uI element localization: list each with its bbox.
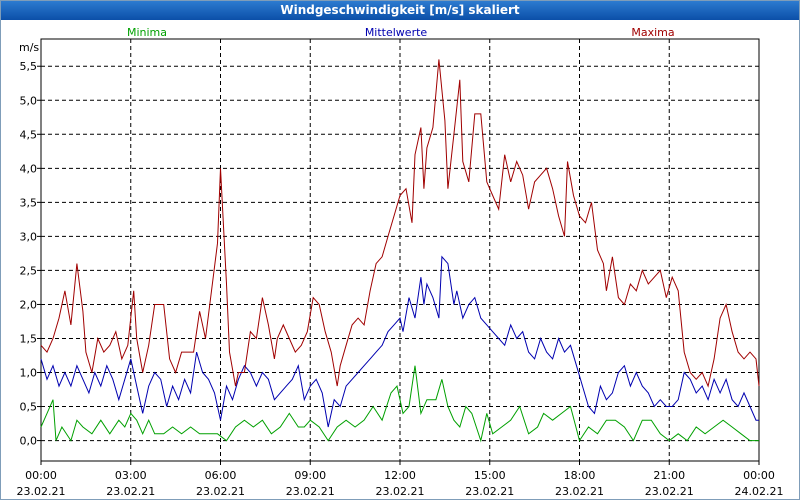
- x-tick-date: 23.02.21: [376, 485, 425, 498]
- y-tick-label: 4,0: [20, 162, 38, 175]
- chart-title: Windgeschwindigkeit [m/s] skaliert: [1, 1, 799, 20]
- y-tick-label: 0,0: [20, 435, 38, 448]
- y-tick-label: 3,0: [20, 230, 38, 243]
- series-line-maxima: [40, 59, 760, 388]
- y-tick-label: 2,5: [20, 264, 38, 277]
- x-tick-time: 03:00: [115, 469, 147, 482]
- x-tick-time: 00:00: [25, 469, 57, 482]
- y-tick-label: 0,5: [20, 401, 38, 414]
- series-line-mittelwerte: [40, 255, 759, 428]
- y-tick-label: 3,5: [20, 196, 38, 209]
- x-tick-date: 23.02.21: [555, 485, 604, 498]
- x-tick-date: 23.02.21: [465, 485, 514, 498]
- y-axis-label: m/s: [19, 41, 39, 54]
- legend-minima: Minima: [127, 26, 167, 39]
- x-tick-time: 00:00: [743, 469, 775, 482]
- legend-maxima: Maxima: [631, 26, 674, 39]
- x-tick-date: 23.02.21: [106, 485, 155, 498]
- y-tick-label: 5,5: [20, 60, 38, 73]
- y-tick-label: 1,0: [20, 367, 38, 380]
- y-tick-label: 4,5: [20, 128, 38, 141]
- x-tick-time: 15:00: [474, 469, 506, 482]
- x-tick-date: 23.02.21: [286, 485, 335, 498]
- series-line-minima: [40, 365, 759, 443]
- y-tick-label: 2,0: [20, 298, 38, 311]
- x-tick-time: 18:00: [564, 469, 596, 482]
- x-tick-date: 23.02.21: [645, 485, 694, 498]
- x-tick-time: 12:00: [384, 469, 416, 482]
- x-tick-time: 09:00: [294, 469, 326, 482]
- y-tick-label: 5,0: [20, 94, 38, 107]
- x-tick-time: 06:00: [205, 469, 237, 482]
- x-tick-date: 24.02.21: [735, 485, 784, 498]
- x-tick-date: 23.02.21: [17, 485, 66, 498]
- y-tick-label: 1,5: [20, 332, 38, 345]
- x-tick-date: 23.02.21: [196, 485, 245, 498]
- x-tick-time: 21:00: [653, 469, 685, 482]
- legend-mittelwerte: Mittelwerte: [365, 26, 428, 39]
